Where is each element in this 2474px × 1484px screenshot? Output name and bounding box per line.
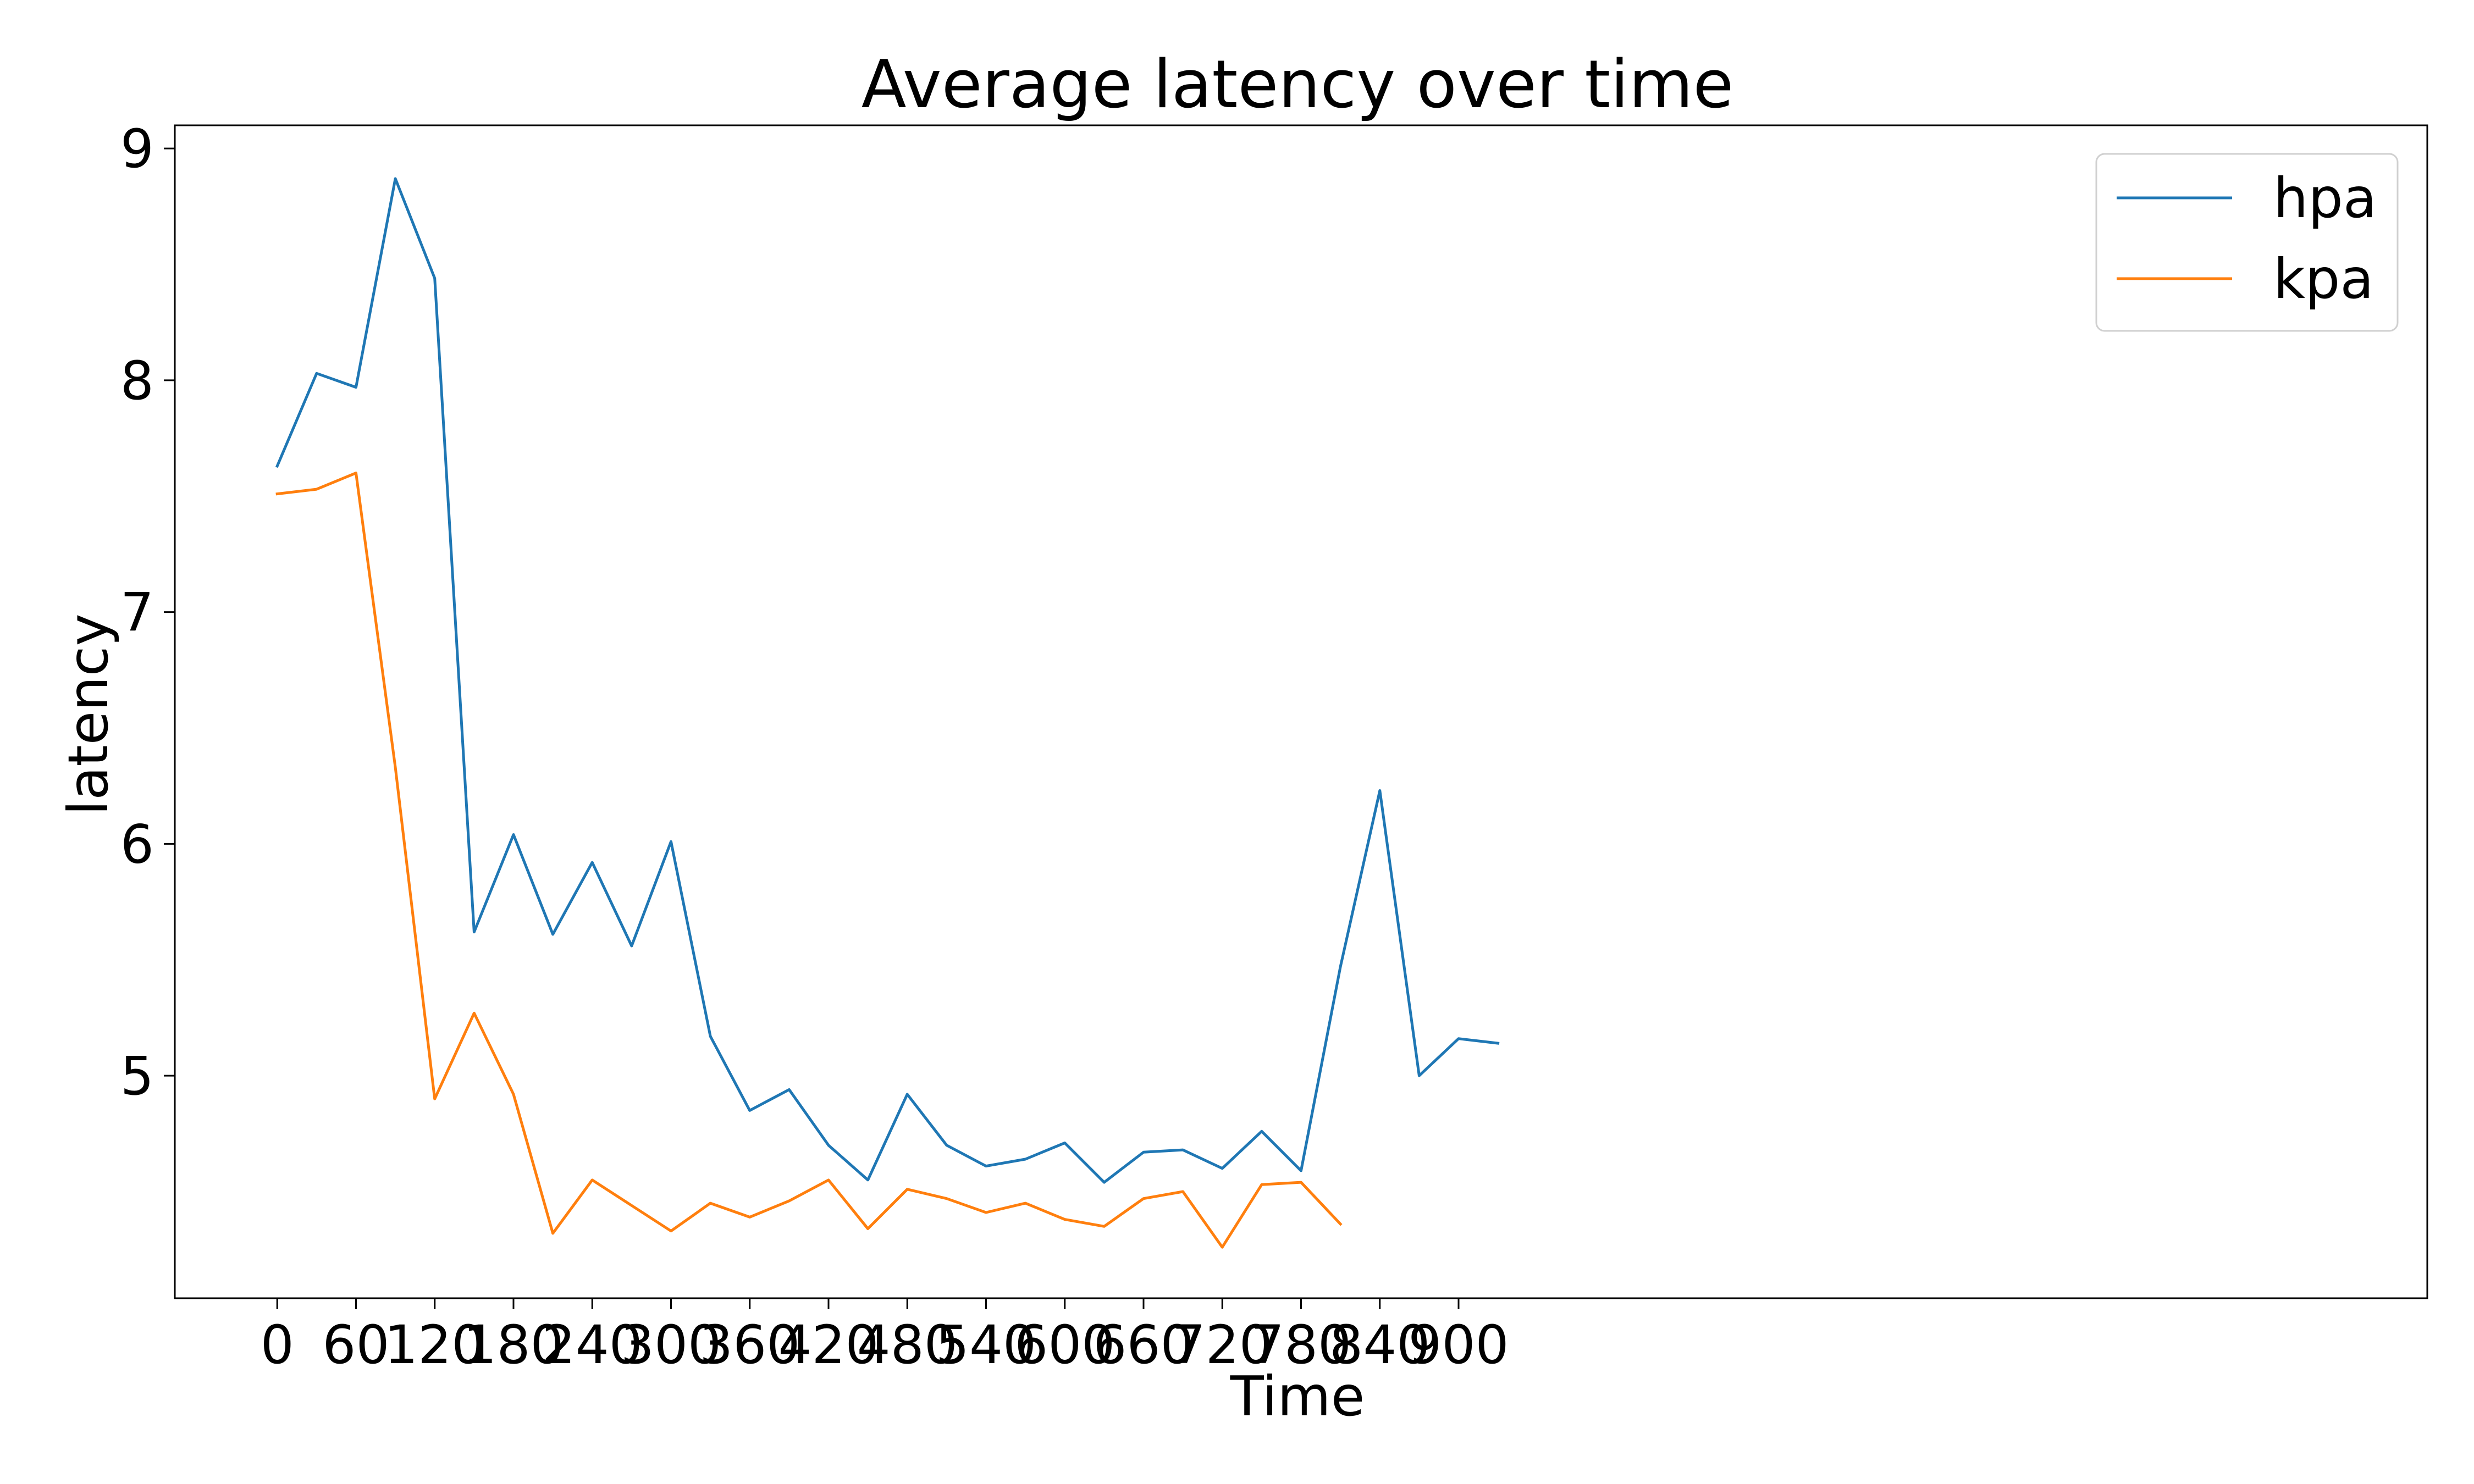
y-tick-label: 6 <box>120 813 154 875</box>
series-lines <box>275 177 1500 1249</box>
x-axis-ticks: 0 601201802403003604204805406006607207808… <box>261 1298 1509 1376</box>
chart-title: Average latency over time <box>862 47 1734 123</box>
x-tick-label: 600 <box>1014 1314 1115 1376</box>
x-tick-label: 540 <box>936 1314 1036 1376</box>
series-line-hpa <box>275 177 1500 1184</box>
x-tick-label: 240 <box>542 1314 643 1376</box>
x-tick-label: 60 <box>322 1314 389 1376</box>
x-tick-label: 420 <box>778 1314 879 1376</box>
x-tick-label: 0 <box>261 1314 294 1376</box>
x-tick-label: 780 <box>1251 1314 1351 1376</box>
legend: hpa kpa <box>2095 153 2399 332</box>
legend-label-kpa: kpa <box>2273 247 2374 311</box>
plot-area: 0 601201802403003604204805406006607207808… <box>120 118 2428 1376</box>
x-tick-label: 480 <box>857 1314 958 1376</box>
y-tick-label: 5 <box>120 1045 154 1107</box>
x-tick-label: 840 <box>1329 1314 1430 1376</box>
x-tick-label: 660 <box>1093 1314 1194 1376</box>
x-axis-label: Time <box>1230 1364 1365 1428</box>
y-axis-label: latency <box>56 613 120 815</box>
x-tick-label: 720 <box>1172 1314 1273 1376</box>
x-tick-label: 360 <box>699 1314 800 1376</box>
y-tick-label: 7 <box>120 582 154 644</box>
x-tick-label: 300 <box>621 1314 721 1376</box>
y-tick-label: 9 <box>120 118 154 180</box>
x-tick-label: 900 <box>1408 1314 1509 1376</box>
series-line-kpa <box>275 472 1343 1249</box>
y-axis-ticks: 5 6 7 8 9 <box>120 118 175 1107</box>
x-tick-label: 180 <box>463 1314 564 1376</box>
legend-label-hpa: hpa <box>2273 166 2377 230</box>
y-tick-label: 8 <box>120 350 154 412</box>
x-tick-label: 120 <box>384 1314 485 1376</box>
